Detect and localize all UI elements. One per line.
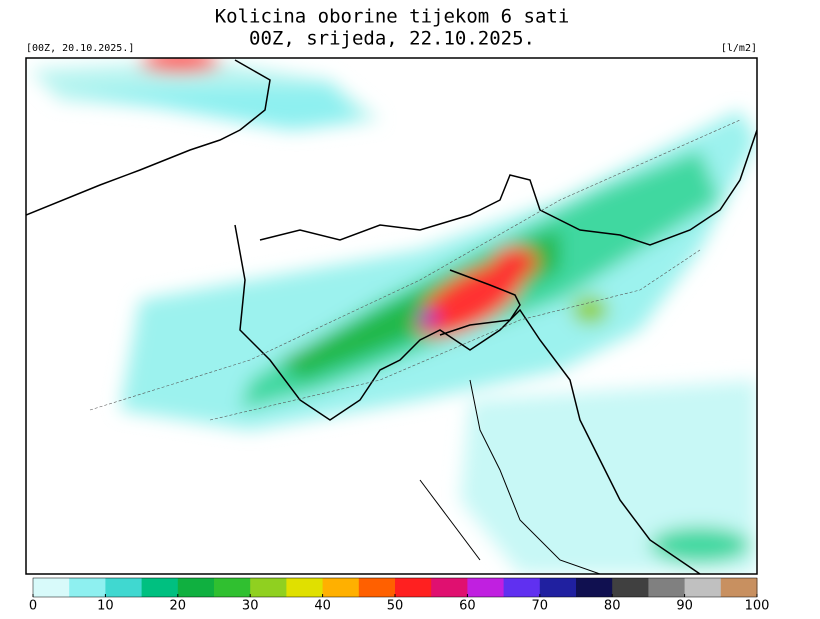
subtitle: 00Z, srijeda, 22.10.2025. (249, 28, 535, 50)
colorbar-tick-label: 90 (676, 599, 693, 614)
colorbar-segment (612, 578, 649, 597)
colorbar-segment (648, 578, 686, 597)
colorbar-segment (322, 578, 360, 597)
map (26, 58, 757, 574)
colorbar-tick-label: 30 (242, 599, 259, 614)
colorbar-tick-label: 0 (29, 599, 37, 614)
colorbar-segment (684, 578, 722, 597)
unit-label: [l/m2] (721, 43, 757, 54)
colorbar-segment (250, 578, 287, 597)
colorbar-segment (431, 578, 468, 597)
colorbar-tick-label: 20 (170, 599, 187, 614)
colorbar-tick-label: 60 (459, 599, 476, 614)
colorbar-segment (177, 578, 215, 597)
colorbar-tick-label: 50 (387, 599, 404, 614)
colorbar-tick-label: 40 (314, 599, 331, 614)
colorbar-segment (467, 578, 505, 597)
colorbar-tick-label: 10 (97, 599, 114, 614)
colorbar-segment (105, 578, 143, 597)
map-frame (25, 57, 758, 575)
colorbar-tick-label: 70 (532, 599, 549, 614)
colorbar-segment (141, 578, 179, 597)
title: Kolicina oborine tijekom 6 sati (215, 6, 570, 28)
colorbar-segment (576, 578, 613, 597)
colorbar-segment (358, 578, 396, 597)
colorbar-tick-label: 100 (745, 599, 770, 614)
colorbar-segment (395, 578, 432, 597)
colorbar-segment (539, 578, 577, 597)
colorbar-segment (503, 578, 541, 597)
run-label: [00Z, 20.10.2025.] (26, 43, 134, 54)
colorbar-tick-label: 80 (604, 599, 621, 614)
colorbar: 0 10 20 30 40 50 60 70 80 90 100 (29, 577, 770, 614)
colorbar-segment (720, 578, 758, 597)
colorbar-segment (69, 578, 106, 597)
colorbar-segment (286, 578, 324, 597)
colorbar-segment (33, 578, 70, 597)
colorbar-segment (214, 578, 251, 597)
